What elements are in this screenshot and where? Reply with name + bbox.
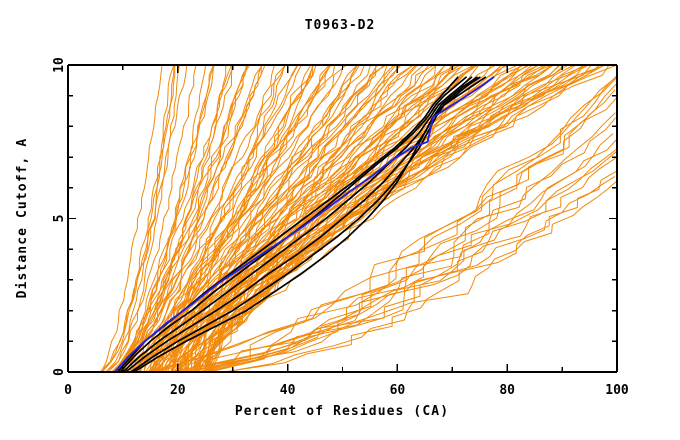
model-curve [105, 65, 176, 372]
model-curve [209, 82, 617, 372]
model-curve [137, 65, 332, 372]
model-curve [164, 65, 435, 372]
model-curve [223, 170, 617, 372]
top-model-curve [124, 76, 478, 372]
model-curve [129, 65, 286, 372]
model-curve [190, 150, 617, 372]
top-model-curve [133, 76, 487, 372]
model-curve [129, 65, 299, 372]
model-curve [117, 65, 247, 372]
model-curve [107, 65, 180, 372]
model-curve [152, 65, 385, 372]
y-axis-title: Distance Cutoff, A [15, 138, 30, 299]
model-curve [211, 65, 601, 372]
model-curve [131, 65, 302, 372]
model-curve [177, 65, 452, 372]
model-curve [134, 65, 286, 372]
reference-curve [113, 76, 495, 372]
x-axis-title: Percent of Residues (CA) [235, 404, 449, 419]
model-curve [105, 65, 197, 372]
model-curve [99, 65, 188, 372]
x-tick-label: 20 [170, 383, 186, 398]
model-curve [101, 65, 175, 372]
curve-layer [99, 65, 617, 372]
page-title: T0963-D2 [304, 18, 376, 33]
y-tick-label: 5 [52, 215, 67, 223]
model-curve [177, 117, 616, 372]
y-tick-label: 10 [52, 57, 67, 73]
model-curve [115, 65, 232, 372]
model-curve [124, 65, 266, 372]
model-curve [161, 65, 395, 372]
top-model-curve [119, 76, 467, 372]
x-tick-label: 40 [280, 383, 296, 398]
model-curve [205, 133, 614, 372]
tick-label-layer: 0 20 40 60 80 100 0 5 10 [52, 57, 629, 398]
model-curve [116, 65, 249, 372]
x-tick-label: 0 [64, 383, 72, 398]
model-curve [130, 65, 275, 372]
model-curve [171, 65, 438, 372]
y-tick-label: 0 [52, 368, 67, 376]
tick-layer [67, 64, 618, 373]
model-curve [100, 65, 163, 372]
x-tick-label: 100 [605, 383, 629, 398]
model-curve [170, 157, 616, 372]
model-curve [196, 112, 616, 372]
model-curve [209, 65, 617, 372]
model-curve [138, 65, 336, 372]
model-curve [207, 65, 610, 372]
x-tick-label: 80 [499, 383, 515, 398]
model-curve [189, 65, 547, 372]
model-curve [99, 65, 175, 372]
x-tick-label: 60 [390, 383, 406, 398]
model-curve [211, 65, 606, 372]
model-curve [162, 65, 425, 372]
model-curve [152, 65, 387, 372]
model-curve [179, 148, 617, 372]
model-curve [118, 65, 235, 372]
model-curve [204, 65, 575, 372]
top-model-curve [122, 76, 473, 372]
model-curve [146, 96, 617, 372]
model-curve [124, 65, 262, 372]
model-curve [143, 65, 347, 372]
